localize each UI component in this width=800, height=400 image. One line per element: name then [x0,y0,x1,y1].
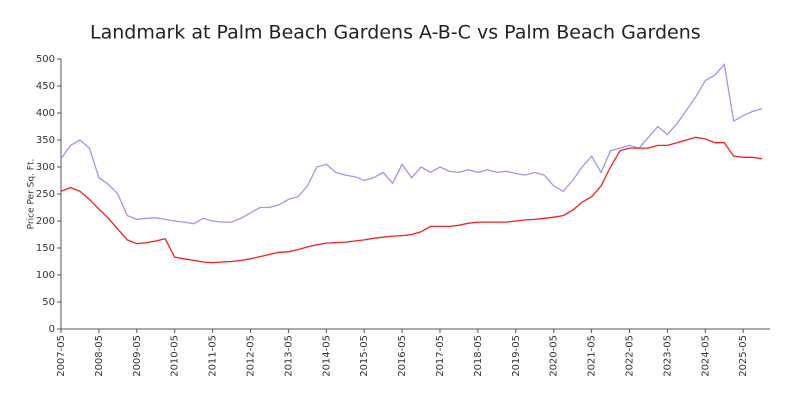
y-tick-label: 300 [36,162,55,173]
x-tick-label: 2008-05 [94,335,105,377]
x-tick-label: 2023-05 [662,335,673,377]
series-line [60,62,763,225]
y-tick-label: 150 [36,243,55,254]
x-tick-label: 2014-05 [321,335,332,377]
y-tick-label: 50 [42,297,55,308]
chart-title: Landmark at Palm Beach Gardens A-B-C vs … [90,22,701,44]
x-tick-label: 2021-05 [587,335,598,377]
y-tick-label: 500 [36,54,55,65]
x-tick-label: 2024-05 [700,335,711,377]
x-tick-label: 2018-05 [473,335,484,377]
x-tick-label: 2025-05 [738,335,749,377]
series-line [60,136,763,264]
y-tick-label: 250 [36,189,55,200]
x-tick-label: 2022-05 [625,335,636,377]
y-tick-label: 350 [36,135,55,146]
x-tick-label: 2011-05 [208,335,219,377]
y-tick-label: 200 [36,216,55,227]
x-tick-label: 2016-05 [397,335,408,377]
y-tick-label: 0 [49,324,55,335]
x-tick-label: 2015-05 [359,335,370,377]
y-tick-label: 100 [36,270,55,281]
x-tick-label: 2009-05 [132,335,143,377]
x-tick-label: 2020-05 [549,335,560,377]
x-tick-label: 2010-05 [170,335,181,377]
y-axis-label: Price Per Sq. Ft. [27,159,37,230]
x-tick-label: 2019-05 [511,335,522,377]
y-tick-label: 400 [36,108,55,119]
y-tick-label: 450 [36,81,55,92]
x-tick-label: 2013-05 [283,335,294,377]
x-tick-label: 2012-05 [246,335,257,377]
x-tick-label: 2017-05 [435,335,446,377]
x-tick-label: 2007-05 [56,335,67,377]
